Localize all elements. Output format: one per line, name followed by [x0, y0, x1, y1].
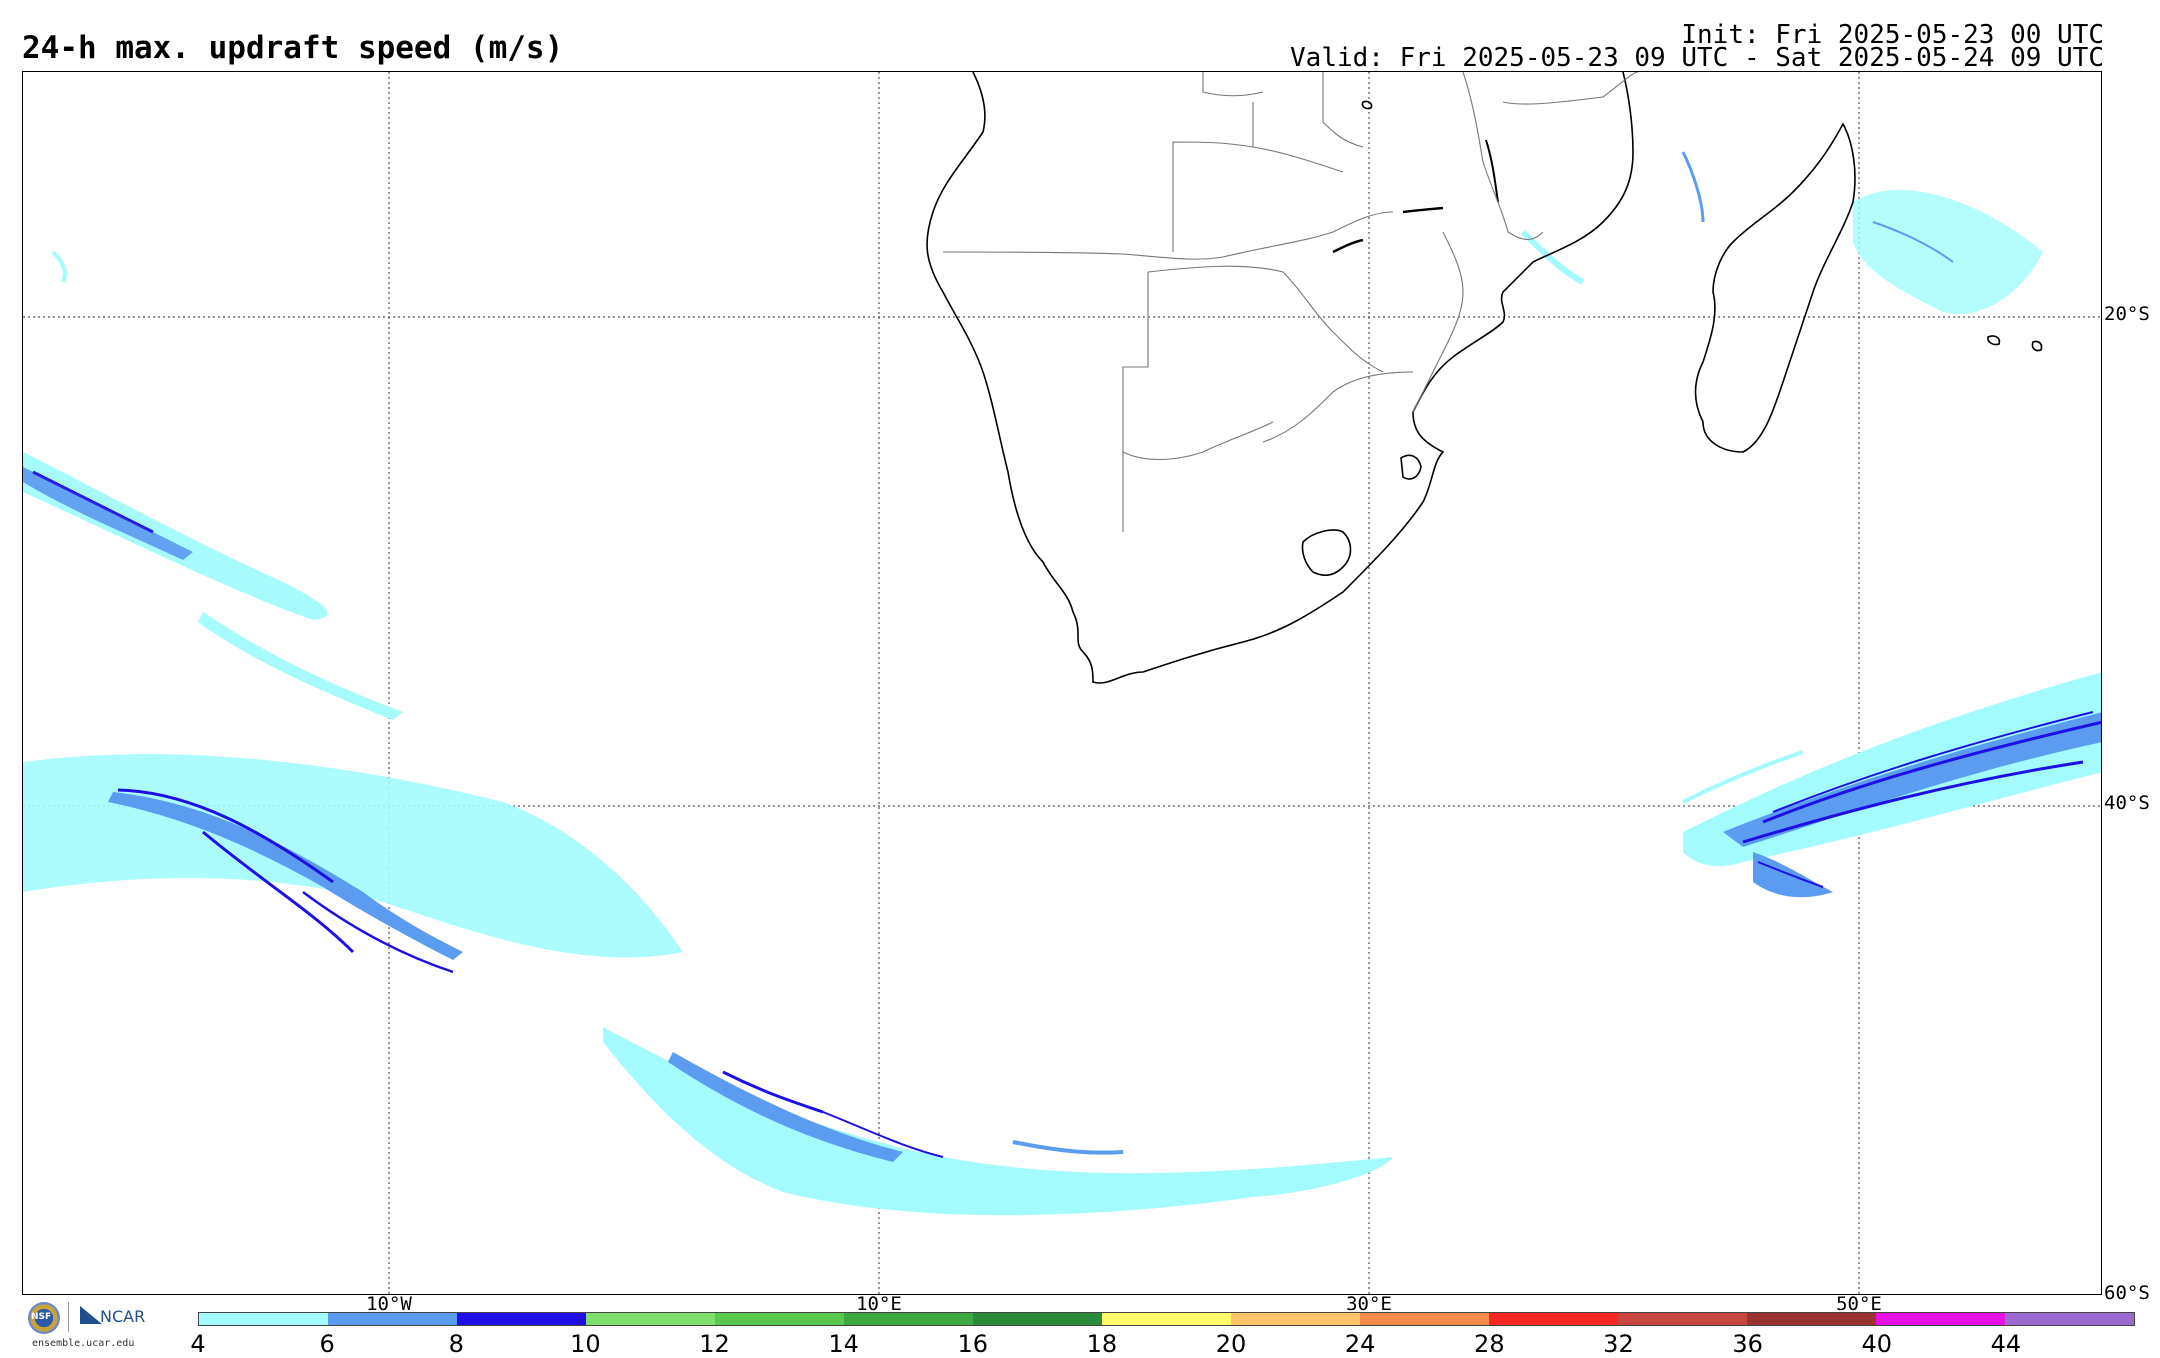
map-title: 24-h max. updraft speed (m/s) [22, 30, 564, 66]
border-zambia-zim [1222, 211, 1394, 258]
updraft-swath-west-lower [23, 754, 683, 974]
colorbar-tick-4: 4 [190, 1330, 206, 1358]
graticule [23, 72, 2101, 1294]
colorbar-swatch-1 [328, 1313, 457, 1325]
colorbar-tick-6: 6 [319, 1330, 335, 1358]
valid-time: Valid: Fri 2025-05-23 09 UTC - Sat 2025-… [1290, 43, 2104, 73]
country-borders [942, 72, 1639, 532]
updraft-field [23, 151, 2101, 1216]
updraft-swath-west-upper [23, 452, 403, 720]
small-lake-north [1361, 100, 1373, 110]
colorbar-tick-24: 24 [1344, 1330, 1376, 1358]
lon-label-10w: 10°W [366, 1293, 412, 1315]
mauritius-outline [2031, 340, 2043, 352]
lake-kariba [1332, 238, 1364, 254]
border-tanzania-moz [1502, 72, 1639, 105]
colorbar-tick-16: 16 [957, 1330, 989, 1358]
colorbar-swatch-4 [715, 1313, 844, 1325]
updraft-patch-madagascar [1520, 151, 2043, 314]
colorbar-swatch-0 [199, 1313, 328, 1325]
lake-tanganyika-fragment [1402, 206, 1444, 214]
colorbar-tick-44: 44 [1990, 1330, 2022, 1358]
border-angola-namibia [942, 251, 1224, 260]
colorbar-swatch-14 [2005, 1313, 2134, 1325]
map-panel: 20°S 40°S [22, 71, 2102, 1295]
colorbar-tick-14: 14 [828, 1330, 859, 1358]
colorbar-swatch-3 [586, 1313, 715, 1325]
updraft-patch-northwest [51, 250, 67, 283]
madagascar-coastline [1694, 122, 1856, 453]
coastlines [926, 72, 2043, 684]
border-botswana-south [1122, 421, 1274, 461]
nsf-logo-text: NSF [31, 1312, 52, 1322]
colorbar-swatch-9 [1360, 1313, 1489, 1325]
border-botswana-zim [1147, 265, 1384, 373]
colorbar-swatch-13 [1876, 1313, 2005, 1325]
border-drc-zambia [1202, 72, 1364, 148]
colorbar-swatch-6 [973, 1313, 1102, 1325]
colorbar-swatch-5 [844, 1313, 973, 1325]
reunion-outline [1987, 335, 2001, 346]
nsf-logo [28, 1302, 60, 1334]
lesotho-outline [1301, 529, 1352, 577]
border-namibia-botswana [1122, 272, 1149, 532]
border-zambia-north [1172, 102, 1344, 252]
logo-block: NSF NCAR ensemble.ucar.edu [22, 1300, 172, 1354]
lon-label-10e: 10°E [856, 1293, 902, 1315]
colorbar-swatch-7 [1102, 1313, 1231, 1325]
colorbar-tick-18: 18 [1086, 1330, 1118, 1358]
colorbar-tick-8: 8 [448, 1330, 464, 1358]
ncar-logo-mark [80, 1306, 102, 1324]
colorbar-tick-20: 20 [1215, 1330, 1247, 1358]
lon-label-50e: 50°E [1836, 1293, 1882, 1315]
border-malawi [1462, 72, 1544, 241]
logo-divider [68, 1302, 69, 1332]
ensemble-url: ensemble.ucar.edu [32, 1338, 135, 1349]
border-sa-moz [1262, 371, 1414, 443]
colorbar-tick-28: 28 [1474, 1330, 1505, 1358]
eswatini-outline [1400, 454, 1422, 480]
init-time: Init: Fri 2025-05-23 00 UTC [1681, 20, 2104, 50]
lat-label-60s: 60°S [2104, 1282, 2150, 1304]
colorbar-swatch-2 [457, 1313, 586, 1325]
colorbar-tick-12: 12 [699, 1330, 730, 1358]
lat-label-40s-outer: 40°S [2104, 792, 2150, 814]
lake-malawi [1485, 139, 1499, 203]
ncar-logo-text: NCAR [100, 1307, 146, 1326]
colorbar-tick-32: 32 [1603, 1330, 1634, 1358]
lon-label-30e: 30°E [1346, 1293, 1392, 1315]
updraft-swath-east [1682, 672, 2101, 898]
colorbar-tick-40: 40 [1861, 1330, 1892, 1358]
colorbar-swatch-12 [1747, 1313, 1876, 1325]
colorbar [198, 1312, 2135, 1326]
colorbar-tick-36: 36 [1732, 1330, 1763, 1358]
colorbar-swatch-8 [1231, 1313, 1360, 1325]
colorbar-tick-10: 10 [570, 1330, 601, 1358]
border-moz-zim [1412, 231, 1464, 413]
colorbar-swatch-10 [1489, 1313, 1618, 1325]
colorbar-swatch-11 [1618, 1313, 1747, 1325]
lat-label-20s-outer: 20°S [2104, 303, 2150, 325]
map-canvas [23, 72, 2101, 1294]
africa-coastline [926, 72, 1634, 684]
updraft-swath-south [603, 1027, 1393, 1216]
